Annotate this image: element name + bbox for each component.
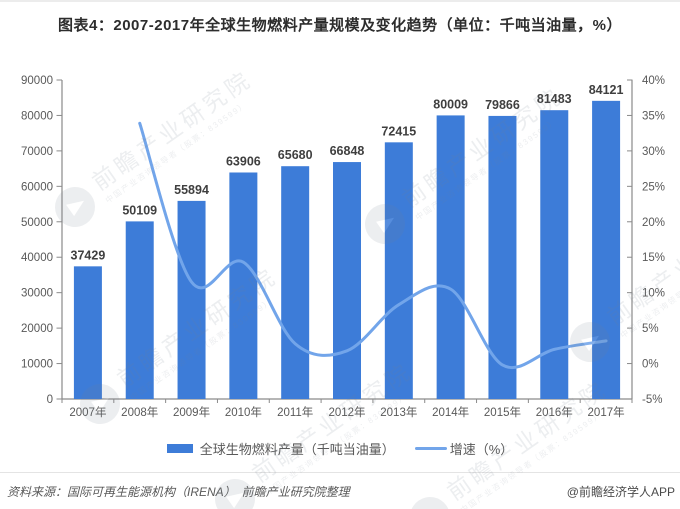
bar: [73, 266, 102, 399]
svg-text:70000: 70000: [21, 146, 53, 158]
svg-text:35%: 35%: [642, 110, 665, 122]
bar-value-label: 72415: [381, 124, 416, 138]
legend-bar-label: 全球生物燃料产量（千吨当油量）: [199, 442, 395, 457]
svg-text:25%: 25%: [642, 181, 665, 193]
legend-line-swatch-icon: [414, 447, 447, 450]
svg-text:10000: 10000: [21, 359, 53, 371]
bar-series: 37429 2007年 50109 2008年 55894 2009年 63906 2010年…: [69, 83, 624, 419]
svg-text:30000: 30000: [21, 288, 53, 300]
bar: [177, 200, 206, 399]
svg-text:20%: 20%: [642, 217, 665, 229]
x-axis-label: 2011年: [277, 405, 313, 419]
bar: [488, 115, 517, 399]
svg-text:0%: 0%: [642, 359, 659, 371]
chart-canvas: 0 10000 20000 30000 40000 50000 60000 70000 8000…: [21, 75, 665, 419]
svg-text:10%: 10%: [642, 288, 665, 300]
bar-value-label: 66848: [330, 144, 365, 158]
left-axis: 0 10000 20000 30000 40000 50000 60000 70000 8000…: [21, 75, 62, 406]
bar-value-label: 65680: [278, 148, 313, 162]
bar-value-label: 55894: [174, 183, 209, 197]
app-credit: @前瞻经济学人APP: [566, 485, 675, 499]
legend-line-label: 增速（%）: [449, 442, 514, 457]
x-axis-label: 2009年: [173, 405, 210, 419]
footer-divider: [0, 472, 680, 473]
chart-title: 图表4：2007-2017年全球生物燃料产量规模及变化趋势（单位：千吨当油量，%…: [58, 17, 622, 34]
svg-text:50000: 50000: [21, 217, 53, 229]
bar: [384, 142, 413, 400]
svg-text:30%: 30%: [642, 146, 665, 158]
bar-value-label: 81483: [537, 92, 572, 106]
right-axis: -5% 0% 5% 10% 15% 20% 25% 30% 35% 40%: [627, 75, 665, 406]
bar: [281, 166, 310, 399]
legend: 全球生物燃料产量（千吨当油量） 增速（%）: [0, 439, 680, 458]
svg-text:5%: 5%: [642, 323, 659, 335]
svg-text:60000: 60000: [21, 181, 53, 193]
bar: [125, 221, 154, 399]
bar: [592, 100, 621, 399]
x-axis-label: 2010年: [225, 405, 262, 419]
x-axis-label: 2008年: [121, 405, 158, 419]
x-axis-label: 2012年: [328, 405, 365, 419]
bar: [540, 110, 569, 399]
bar-value-label: 79866: [485, 98, 520, 112]
growth-line: [138, 121, 608, 370]
svg-text:90000: 90000: [21, 75, 53, 87]
x-axis-label: 2015年: [484, 405, 521, 419]
svg-text:15%: 15%: [642, 252, 665, 264]
svg-text:80000: 80000: [21, 110, 53, 122]
x-axis-label: 2016年: [536, 405, 573, 419]
svg-text:40000: 40000: [21, 252, 53, 264]
footer: 资料来源：国际可再生能源机构（IRENA） 前瞻产业研究院整理 @前瞻经济学人A…: [7, 483, 675, 500]
svg-text:20000: 20000: [21, 323, 53, 335]
bar: [436, 115, 465, 400]
x-axis-label: 2014年: [432, 405, 469, 419]
svg-text:0: 0: [47, 394, 53, 406]
bar-value-label: 84121: [589, 83, 624, 97]
svg-text:40%: 40%: [642, 75, 665, 87]
bar: [333, 162, 361, 399]
x-axis-label: 2007年: [69, 405, 106, 419]
bar-value-label: 80009: [433, 97, 468, 111]
legend-bar-swatch-icon: [166, 444, 193, 453]
bar-value-label: 50109: [122, 203, 157, 217]
bar: [229, 172, 258, 399]
x-axis-label: 2017年: [588, 405, 625, 419]
bar-value-label: 63906: [226, 154, 261, 168]
bar-value-label: 37429: [71, 248, 106, 262]
source-note: 资料来源：国际可再生能源机构（IRENA） 前瞻产业研究院整理: [7, 485, 350, 499]
x-axis-label: 2013年: [380, 405, 417, 419]
svg-text:-5%: -5%: [642, 394, 662, 406]
